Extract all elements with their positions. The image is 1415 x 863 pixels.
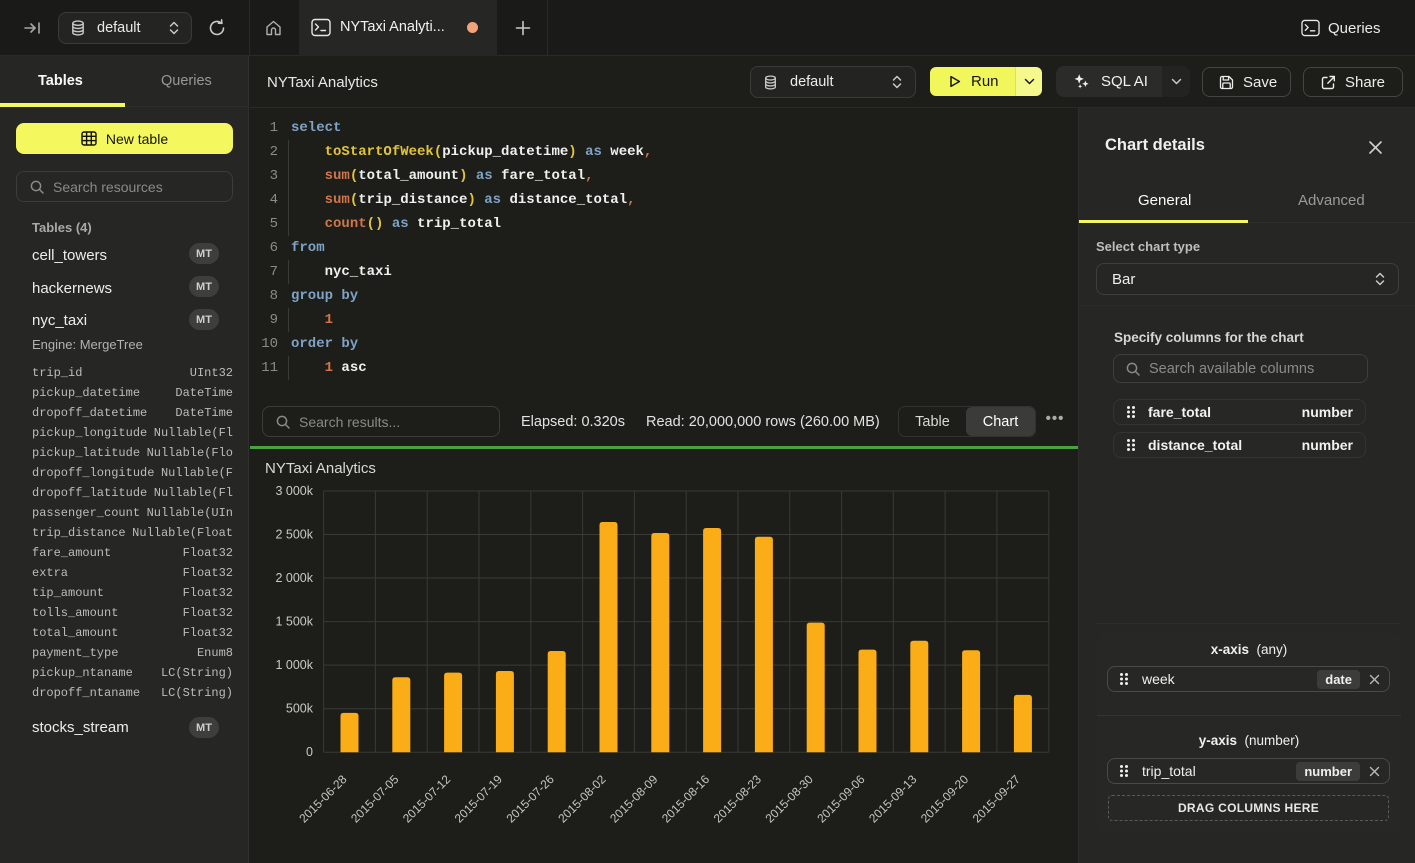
svg-text:2015-09-20: 2015-09-20: [918, 772, 972, 826]
svg-text:3 000k: 3 000k: [275, 484, 313, 498]
svg-text:2015-08-23: 2015-08-23: [711, 772, 765, 826]
svg-text:1 000k: 1 000k: [275, 658, 313, 672]
svg-text:2015-07-26: 2015-07-26: [504, 772, 558, 826]
svg-text:2015-09-06: 2015-09-06: [814, 772, 868, 826]
svg-text:2 000k: 2 000k: [275, 571, 313, 585]
svg-text:1 500k: 1 500k: [275, 615, 313, 629]
svg-text:2015-09-27: 2015-09-27: [970, 772, 1024, 826]
svg-text:500k: 500k: [286, 702, 314, 716]
svg-text:2015-08-02: 2015-08-02: [555, 772, 609, 826]
svg-text:2015-09-13: 2015-09-13: [866, 772, 920, 826]
svg-text:0: 0: [306, 745, 313, 759]
svg-text:2015-07-19: 2015-07-19: [452, 772, 506, 826]
svg-text:2015-07-12: 2015-07-12: [400, 772, 454, 826]
svg-text:2015-08-30: 2015-08-30: [763, 772, 817, 826]
svg-text:2015-06-28: 2015-06-28: [296, 772, 350, 826]
svg-text:2015-07-05: 2015-07-05: [348, 772, 402, 826]
svg-text:2 500k: 2 500k: [275, 528, 313, 542]
svg-text:2015-08-16: 2015-08-16: [659, 772, 713, 826]
svg-text:2015-08-09: 2015-08-09: [607, 772, 661, 826]
